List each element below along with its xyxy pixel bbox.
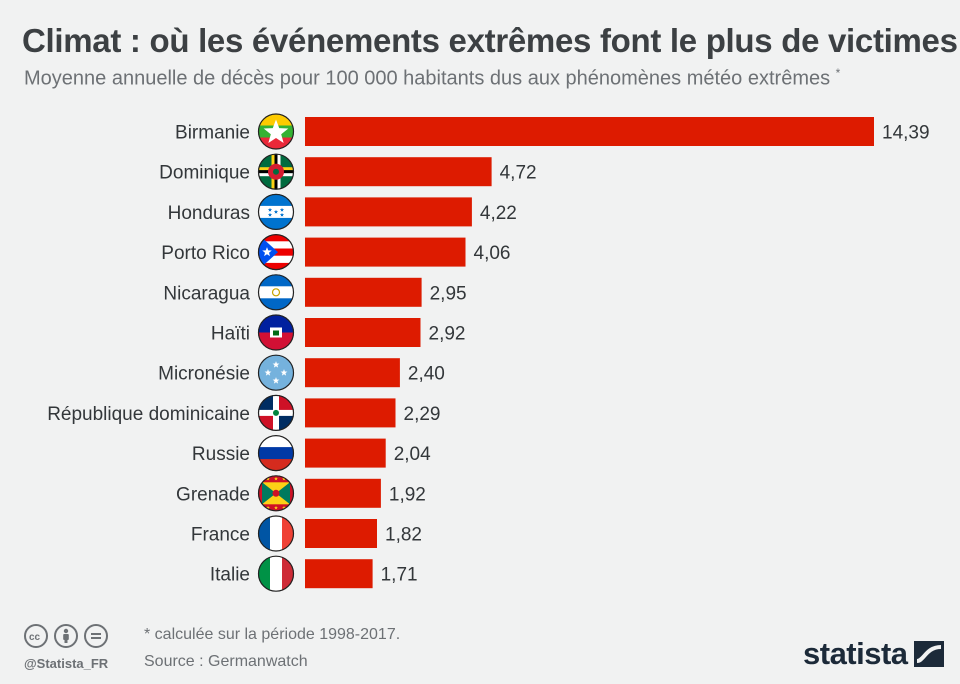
- category-label-republique-dominicaine: République dominicaine: [47, 404, 250, 425]
- value-label-italie: 1,71: [381, 565, 418, 586]
- bar-porto-rico: [305, 237, 466, 267]
- bar-republique-dominicaine: [305, 398, 396, 428]
- svg-text:cc: cc: [29, 632, 41, 641]
- statista-mark-icon: [913, 641, 944, 667]
- value-label-porto-rico: 4,06: [474, 243, 511, 264]
- category-label-italie: Italie: [210, 565, 250, 586]
- flag-haiti-icon: [258, 314, 294, 351]
- category-label-birmanie: Birmanie: [175, 123, 250, 144]
- bar-micronesie: [305, 358, 400, 388]
- bar-grenade: [305, 478, 381, 508]
- bar-honduras: [305, 197, 472, 227]
- category-label-porto-rico: Porto Rico: [161, 243, 250, 264]
- chart-title: Climat : où les événements extrêmes font…: [22, 22, 958, 59]
- bar-haiti: [305, 318, 421, 347]
- bar-russie: [305, 438, 386, 468]
- statista-handle[interactable]: @Statista_FR: [24, 656, 109, 671]
- footnote: * calculée sur la période 1998-2017.: [144, 626, 401, 643]
- category-label-russie: Russie: [192, 444, 250, 465]
- value-label-russie: 2,04: [394, 444, 431, 465]
- category-label-honduras: Honduras: [168, 203, 250, 224]
- bar-birmanie: [305, 117, 874, 146]
- value-label-france: 1,82: [385, 525, 422, 546]
- brand-wordmark: statista: [803, 636, 908, 671]
- value-label-haiti: 2,92: [429, 324, 466, 345]
- chart-subtitle: Moyenne annuelle de décès pour 100 000 h…: [24, 66, 840, 91]
- category-label-haiti: Haïti: [211, 324, 250, 345]
- value-label-nicaragua: 2,95: [430, 283, 467, 304]
- category-label-nicaragua: Nicaragua: [163, 283, 250, 304]
- bar-italie: [305, 559, 373, 589]
- category-label-dominique: Dominique: [159, 163, 250, 184]
- value-label-dominique: 4,72: [500, 163, 537, 184]
- source-link[interactable]: Source : Germanwatch: [144, 653, 308, 670]
- bar-nicaragua: [305, 277, 422, 307]
- subtitle-footnote-mark: *: [835, 66, 841, 80]
- no-derivatives-icon: [84, 624, 108, 648]
- value-label-micronesie: 2,40: [408, 364, 445, 385]
- value-label-birmanie: 14,39: [882, 123, 930, 144]
- category-label-france: France: [191, 525, 250, 546]
- cc-icon: cc: [24, 624, 48, 648]
- bar-dominique: [305, 157, 492, 187]
- subtitle-text: Moyenne annuelle de décès pour 100 000 h…: [24, 67, 831, 90]
- bar-france: [305, 519, 377, 548]
- category-label-micronesie: Micronésie: [158, 364, 250, 385]
- value-label-honduras: 4,22: [480, 203, 517, 224]
- flag-puerto-rico-icon: [258, 234, 294, 271]
- bar-chart: Birmanie 14,39 Dominique 4,72 Honduras 4,22 Po…: [47, 113, 930, 592]
- value-label-grenade: 1,92: [389, 484, 426, 505]
- statista-logo[interactable]: statista: [803, 636, 944, 672]
- category-label-grenade: Grenade: [176, 484, 250, 505]
- license-icons: cc: [24, 624, 108, 648]
- value-label-republique-dominicaine: 2,29: [404, 404, 441, 425]
- attribution-icon: [54, 624, 78, 648]
